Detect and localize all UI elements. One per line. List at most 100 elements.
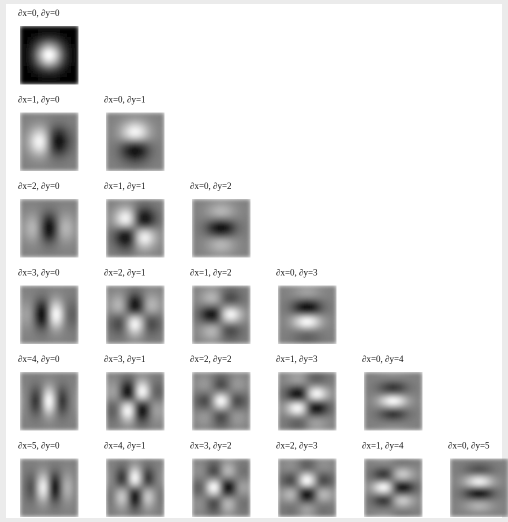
pixel <box>368 473 372 477</box>
pixel <box>153 372 157 376</box>
pixel <box>214 232 218 236</box>
pixel <box>64 383 68 387</box>
pixel <box>20 473 24 477</box>
pixel <box>150 138 154 142</box>
pixel <box>217 333 221 337</box>
pixel <box>303 333 307 337</box>
pixel <box>71 228 75 232</box>
pixel <box>31 134 35 138</box>
pixel <box>303 336 307 340</box>
pixel <box>42 217 46 221</box>
pixel <box>49 210 53 214</box>
pixel <box>160 412 164 416</box>
pixel <box>411 394 415 398</box>
pixel <box>239 318 243 322</box>
pixel <box>285 318 289 322</box>
pixel <box>24 232 28 236</box>
pixel <box>364 387 368 391</box>
pixel <box>42 131 46 135</box>
pixel <box>74 77 78 81</box>
pixel <box>386 397 390 401</box>
pixel <box>300 488 304 492</box>
pixel <box>157 509 161 513</box>
pixel <box>20 293 24 297</box>
pixel <box>31 44 35 48</box>
pixel <box>203 383 207 387</box>
pixel <box>408 401 412 405</box>
pixel <box>139 509 143 513</box>
pixel <box>196 480 200 484</box>
pixel <box>74 473 78 477</box>
pixel <box>45 59 49 63</box>
pixel <box>150 401 154 405</box>
pixel <box>121 228 125 232</box>
pixel <box>404 412 408 416</box>
pixel <box>142 206 146 210</box>
pixel <box>332 289 336 293</box>
pixel <box>139 113 143 117</box>
pixel <box>27 138 31 142</box>
pixel <box>110 296 114 300</box>
pixel <box>397 466 401 470</box>
pixel <box>289 502 293 506</box>
pixel <box>124 134 128 138</box>
pixel <box>146 390 150 394</box>
pixel <box>236 383 240 387</box>
pixel <box>153 394 157 398</box>
pixel <box>60 113 64 117</box>
pixel <box>289 419 293 423</box>
pixel <box>246 228 250 232</box>
pixel <box>67 145 71 149</box>
pixel <box>329 379 333 383</box>
pixel <box>296 484 300 488</box>
pixel <box>364 394 368 398</box>
pixel <box>74 113 78 117</box>
pixel <box>228 390 232 394</box>
pixel <box>217 416 221 420</box>
pixel <box>113 311 117 315</box>
pixel <box>210 322 214 326</box>
pixel <box>110 387 114 391</box>
pixel <box>67 142 71 146</box>
pixel <box>27 300 31 304</box>
pixel <box>64 408 68 412</box>
pixel <box>289 329 293 333</box>
pixel <box>60 459 64 463</box>
pixel <box>35 473 39 477</box>
pixel <box>64 59 68 63</box>
pixel <box>232 228 236 232</box>
pixel <box>236 239 240 243</box>
pixel <box>282 419 286 423</box>
pixel <box>400 477 404 481</box>
pixel <box>203 333 207 337</box>
pixel <box>232 243 236 247</box>
pixel <box>139 296 143 300</box>
pixel <box>300 307 304 311</box>
pixel <box>236 372 240 376</box>
pixel <box>243 329 247 333</box>
pixel <box>49 235 53 239</box>
pixel <box>124 123 128 127</box>
pixel <box>24 217 28 221</box>
pixel <box>121 246 125 250</box>
pixel <box>232 462 236 466</box>
pixel <box>192 408 196 412</box>
pixel <box>221 217 225 221</box>
pixel <box>45 462 49 466</box>
pixel <box>318 340 322 344</box>
pixel <box>67 33 71 37</box>
pixel <box>20 113 24 117</box>
pixel <box>217 246 221 250</box>
pixel <box>42 506 46 510</box>
pixel <box>293 336 297 340</box>
pixel <box>214 318 218 322</box>
pixel <box>239 199 243 203</box>
pixel <box>74 30 78 34</box>
pixel <box>139 134 143 138</box>
pixel <box>150 145 154 149</box>
pixel <box>228 401 232 405</box>
pixel <box>128 307 132 311</box>
pixel <box>60 142 64 146</box>
pixel <box>106 217 110 221</box>
pixel <box>300 484 304 488</box>
